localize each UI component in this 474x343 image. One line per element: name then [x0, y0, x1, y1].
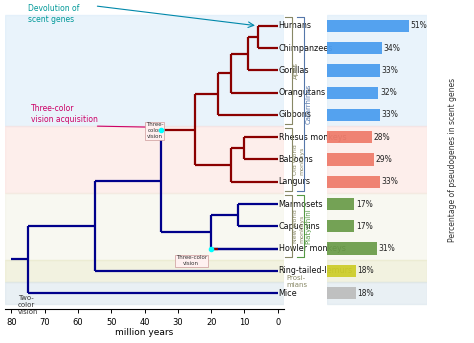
Bar: [327, 265, 356, 277]
Text: Mice: Mice: [279, 288, 297, 298]
Text: 17%: 17%: [356, 200, 373, 209]
Bar: [327, 86, 378, 99]
Text: 29%: 29%: [375, 155, 392, 164]
Bar: [327, 243, 377, 255]
Text: 31%: 31%: [378, 244, 395, 253]
Bar: [327, 20, 409, 32]
Bar: [327, 193, 427, 260]
Text: Capuchins: Capuchins: [279, 222, 320, 231]
Text: 34%: 34%: [383, 44, 400, 52]
Bar: [327, 64, 380, 76]
X-axis label: million years: million years: [116, 328, 173, 337]
Text: Langurs: Langurs: [279, 177, 311, 186]
Text: Orangutans: Orangutans: [279, 88, 326, 97]
Text: 51%: 51%: [410, 21, 427, 31]
Text: Marmosets: Marmosets: [279, 200, 323, 209]
Text: Three-
color
vision: Three- color vision: [146, 122, 164, 139]
Bar: [5, 126, 284, 193]
Bar: [327, 198, 355, 210]
Text: Three-color
vision: Three-color vision: [176, 256, 207, 266]
Text: Prosi-
mians: Prosi- mians: [286, 275, 308, 288]
Text: Chimpanzees: Chimpanzees: [279, 44, 333, 52]
Text: 28%: 28%: [374, 133, 390, 142]
Text: Three-color
vision acquisition: Three-color vision acquisition: [31, 105, 98, 124]
Text: New World
monkeys: New World monkeys: [293, 210, 304, 243]
Text: 33%: 33%: [382, 177, 399, 186]
Text: 33%: 33%: [382, 110, 399, 119]
Bar: [327, 42, 382, 54]
Text: 17%: 17%: [356, 222, 373, 231]
Bar: [327, 131, 372, 143]
Text: 32%: 32%: [380, 88, 397, 97]
Bar: [327, 109, 380, 121]
Text: Catarrhines: Catarrhines: [305, 84, 311, 124]
Text: 18%: 18%: [357, 267, 374, 275]
Bar: [327, 260, 427, 282]
Text: Percentage of pseudogenes in scent genes: Percentage of pseudogenes in scent genes: [448, 78, 457, 241]
Text: Gorillas: Gorillas: [279, 66, 309, 75]
Bar: [327, 15, 427, 126]
Text: Ring-tailed-lemurs: Ring-tailed-lemurs: [279, 267, 353, 275]
Text: Humans: Humans: [279, 21, 312, 31]
Bar: [5, 193, 284, 260]
Bar: [327, 153, 374, 166]
Bar: [5, 15, 284, 126]
Bar: [5, 282, 284, 304]
Text: Apes: Apes: [293, 62, 300, 79]
Bar: [327, 287, 356, 299]
Text: Rhesus monkeys: Rhesus monkeys: [279, 133, 346, 142]
Text: Devolution of
scent genes: Devolution of scent genes: [28, 4, 80, 24]
Bar: [327, 126, 427, 193]
Text: Baboons: Baboons: [279, 155, 313, 164]
Text: Howler monkeys: Howler monkeys: [279, 244, 346, 253]
Text: 18%: 18%: [357, 288, 374, 298]
Text: Gibbons: Gibbons: [279, 110, 311, 119]
Text: Two-
color
vision: Two- color vision: [18, 295, 38, 315]
Bar: [327, 176, 380, 188]
Text: 33%: 33%: [382, 66, 399, 75]
Bar: [5, 260, 284, 282]
Text: Old World
monkeys: Old World monkeys: [293, 144, 304, 175]
Bar: [327, 220, 355, 233]
Bar: [327, 282, 427, 304]
Text: Platyrrhini: Platyrrhini: [305, 209, 311, 244]
